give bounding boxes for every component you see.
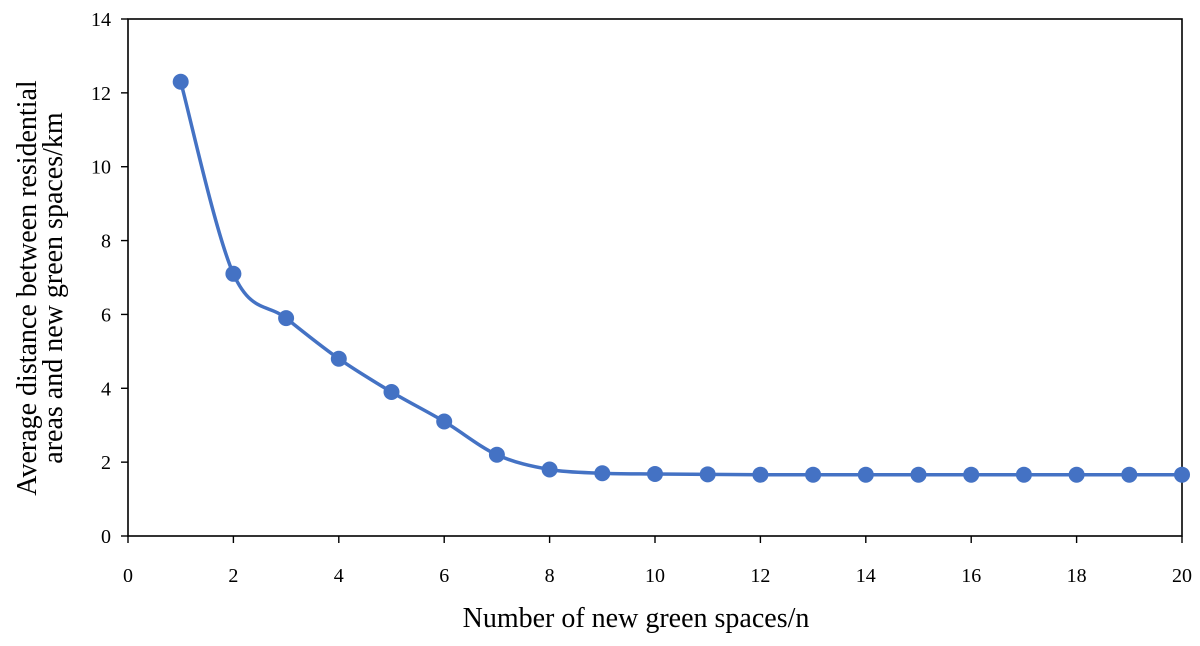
y-tick-label: 6 <box>101 304 111 326</box>
series-layer <box>172 73 1190 483</box>
y-tick-label: 8 <box>101 231 111 253</box>
x-tick-label: 14 <box>856 565 876 587</box>
y-tick-label: 2 <box>101 452 111 474</box>
data-point <box>225 265 242 282</box>
data-point <box>647 465 663 482</box>
x-tick-label: 10 <box>645 565 665 587</box>
y-tick-label: 10 <box>91 157 111 179</box>
data-point <box>172 73 189 90</box>
x-tick-label: 2 <box>228 565 238 587</box>
data-point <box>436 413 453 430</box>
y-tick-label: 4 <box>101 378 111 400</box>
data-point <box>1015 466 1032 483</box>
y-tick-label: 12 <box>91 83 111 105</box>
data-point <box>594 465 611 482</box>
axes <box>121 18 1183 543</box>
x-tick-label: 20 <box>1172 565 1192 587</box>
x-tick-label: 12 <box>750 565 770 587</box>
plot-area-frame <box>127 18 1183 537</box>
y-tick-label: 0 <box>101 526 111 548</box>
y-axis-title-line-1: Average distance between residential <box>12 80 43 496</box>
x-tick-label: 8 <box>545 565 555 587</box>
data-point <box>330 350 347 367</box>
y-axis-title-line-2: areas and new green spaces/km <box>38 112 69 464</box>
data-point <box>699 466 716 483</box>
x-tick-label: 6 <box>439 565 449 587</box>
x-tick-label: 4 <box>334 565 344 587</box>
data-point <box>963 466 980 483</box>
data-point <box>857 466 874 483</box>
data-point <box>383 383 400 400</box>
data-point <box>541 461 558 478</box>
data-point <box>278 310 295 327</box>
x-tick-label: 18 <box>1067 565 1087 587</box>
data-point <box>1121 466 1138 483</box>
x-tick-label: 16 <box>961 565 981 587</box>
series-0-line <box>179 81 1182 477</box>
data-point <box>805 466 822 483</box>
data-point <box>1068 466 1085 483</box>
y-tick-label: 14 <box>91 9 111 31</box>
axis-titles: Number of new green spaces/n Average dis… <box>12 80 809 634</box>
data-point <box>752 466 769 483</box>
tick-labels: 0 2 4 6 8 10 12 14 16 18 20 0 2 4 6 8 10 12 14 <box>91 9 1192 587</box>
data-point <box>910 466 927 483</box>
data-point <box>1174 466 1190 483</box>
data-point <box>488 446 505 463</box>
x-tick-label: 0 <box>123 565 133 587</box>
x-axis-title: Number of new green spaces/n <box>463 603 810 634</box>
